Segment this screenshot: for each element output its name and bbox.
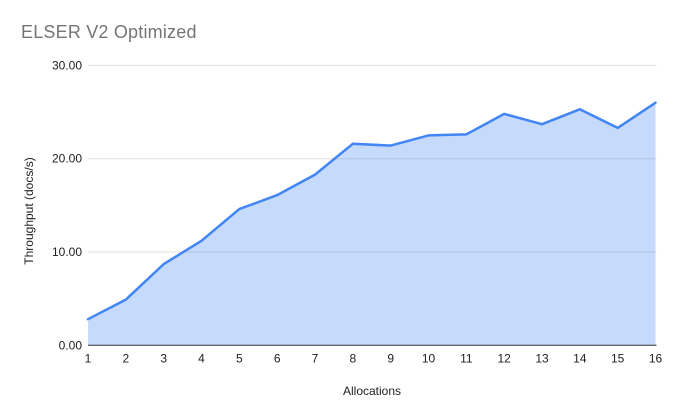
x-tick-label: 3 xyxy=(160,351,167,365)
x-tick-label: 1 xyxy=(85,351,92,365)
x-tick-label: 2 xyxy=(122,351,129,365)
y-tick-label: 20.00 xyxy=(52,152,82,166)
x-tick-label: 6 xyxy=(274,351,281,365)
chart-series-line xyxy=(86,101,657,321)
chart-title: ELSER V2 Optimized xyxy=(21,22,197,42)
x-tick-label: 10 xyxy=(422,351,436,365)
x-tick-label: 16 xyxy=(649,351,663,365)
y-tick-label: 30.00 xyxy=(52,58,82,72)
y-tick-label: 0.00 xyxy=(59,338,83,352)
x-tick-label: 13 xyxy=(535,351,549,365)
x-tick-label: 14 xyxy=(573,351,587,365)
x-tick-label: 11 xyxy=(460,351,473,365)
x-tick-label: 9 xyxy=(387,351,394,365)
x-tick-label: 8 xyxy=(349,351,356,365)
y-tick-label: 10.00 xyxy=(52,245,82,259)
chart-area-fill xyxy=(88,102,656,346)
x-axis-title: Allocations xyxy=(342,384,402,398)
x-tick-label: 5 xyxy=(236,351,243,365)
x-tick-label: 4 xyxy=(198,351,205,365)
x-tick-label: 7 xyxy=(312,351,319,365)
x-tick-label: 15 xyxy=(611,351,625,365)
y-axis-title: Throughput (docs/s) xyxy=(22,157,36,265)
x-tick-label: 12 xyxy=(497,351,511,365)
